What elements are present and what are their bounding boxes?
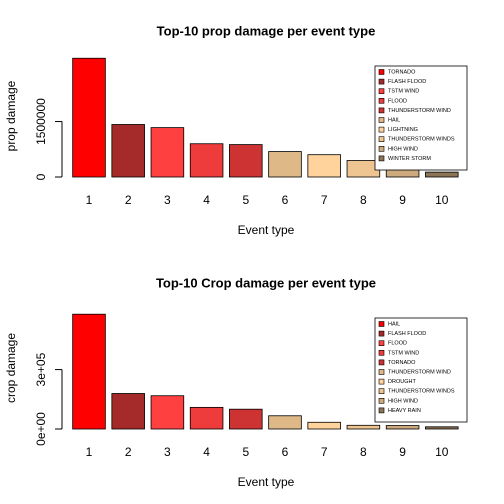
bar bbox=[189, 406, 224, 430]
y-tick-label: 0e+00 bbox=[34, 412, 48, 446]
bar bbox=[150, 395, 185, 430]
legend-swatch bbox=[378, 107, 385, 114]
x-axis-label: Event type bbox=[238, 475, 295, 489]
bar bbox=[268, 415, 302, 430]
bar bbox=[72, 57, 106, 178]
bar bbox=[229, 144, 263, 178]
legend-swatch bbox=[378, 88, 385, 94]
legend-label: HAIL bbox=[388, 321, 400, 327]
legend-label: THUNDERSTORM WIND bbox=[388, 108, 451, 114]
legend-swatch bbox=[378, 69, 385, 75]
bar bbox=[111, 124, 145, 178]
x-tick-label: 4 bbox=[203, 445, 210, 459]
legend-label: TORNADO bbox=[388, 360, 416, 366]
legend-label: TSTM WIND bbox=[388, 350, 419, 356]
x-tick-label: 6 bbox=[282, 193, 289, 207]
legend-swatch bbox=[378, 340, 385, 347]
chart-title: Top-10 Crop damage per event type bbox=[156, 275, 376, 290]
x-tick-label: 2 bbox=[125, 445, 132, 459]
legend-label: THUNDERSTORM WINDS bbox=[388, 137, 455, 143]
x-tick-label: 1 bbox=[86, 445, 93, 459]
legend-swatch bbox=[378, 155, 385, 162]
legend-swatch bbox=[378, 397, 385, 404]
legend-swatch bbox=[378, 359, 385, 366]
bar bbox=[189, 143, 224, 178]
legend-label: HIGH WIND bbox=[388, 146, 418, 152]
legend-swatch bbox=[378, 378, 385, 385]
legend-swatch bbox=[378, 117, 385, 123]
x-tick-label: 3 bbox=[164, 193, 171, 207]
legend-label: HAIL bbox=[388, 117, 400, 123]
y-axis-label: crop damage bbox=[4, 333, 18, 403]
bar bbox=[268, 151, 302, 178]
legend-box bbox=[374, 317, 468, 423]
legend-swatch bbox=[378, 407, 385, 414]
legend-swatch bbox=[378, 136, 385, 142]
x-tick-label: 10 bbox=[435, 445, 449, 459]
legend-box bbox=[374, 65, 468, 171]
x-tick-label: 10 bbox=[435, 193, 449, 207]
legend-swatch bbox=[378, 78, 385, 85]
bar bbox=[425, 171, 459, 178]
legend-swatch bbox=[378, 388, 385, 395]
legend-label: LIGHTNING bbox=[388, 127, 418, 133]
legend-swatch bbox=[378, 146, 385, 152]
x-tick-label: 6 bbox=[282, 445, 289, 459]
x-tick-label: 9 bbox=[399, 445, 406, 459]
legend-label: THUNDERSTORM WIND bbox=[388, 369, 451, 375]
x-tick-label: 2 bbox=[125, 193, 132, 207]
x-tick-label: 3 bbox=[164, 445, 171, 459]
legend-label: FLASH FLOOD bbox=[388, 79, 426, 85]
x-tick-label: 1 bbox=[86, 193, 93, 207]
legend-label: FLOOD bbox=[388, 98, 407, 104]
bar bbox=[307, 421, 341, 430]
legend-label: TSTM WIND bbox=[388, 89, 419, 95]
bar bbox=[425, 426, 459, 430]
x-tick-label: 8 bbox=[360, 445, 367, 459]
x-tick-label: 4 bbox=[203, 193, 210, 207]
legend-swatch bbox=[378, 98, 385, 104]
legend-label: HEAVY RAIN bbox=[388, 408, 421, 414]
y-axis-label: prop damage bbox=[4, 80, 18, 151]
bar bbox=[72, 313, 106, 430]
x-axis-label: Event type bbox=[238, 223, 295, 237]
x-tick-label: 8 bbox=[360, 193, 367, 207]
bar bbox=[385, 425, 420, 430]
legend-label: DROUGHT bbox=[388, 379, 416, 385]
bar bbox=[307, 154, 341, 178]
chart-title: Top-10 prop damage per event type bbox=[157, 23, 376, 38]
bar bbox=[346, 424, 381, 430]
legend-swatch bbox=[378, 330, 385, 337]
x-tick-label: 7 bbox=[321, 193, 328, 207]
legend-swatch bbox=[378, 126, 385, 133]
x-tick-label: 5 bbox=[242, 445, 249, 459]
y-tick-label: 0 bbox=[34, 173, 48, 180]
bar bbox=[229, 408, 263, 430]
legend-swatch bbox=[378, 369, 385, 375]
legend-label: FLOOD bbox=[388, 341, 407, 347]
x-tick-label: 7 bbox=[321, 445, 328, 459]
y-tick-label: 3e+05 bbox=[34, 352, 48, 386]
bar bbox=[111, 393, 145, 430]
legend-label: THUNDERSTORM WINDS bbox=[388, 389, 455, 395]
legend-label: HIGH WIND bbox=[388, 398, 418, 404]
x-tick-label: 5 bbox=[242, 193, 249, 207]
legend-swatch bbox=[378, 349, 385, 356]
x-tick-label: 9 bbox=[399, 193, 406, 207]
bar bbox=[150, 127, 185, 178]
legend-label: FLASH FLOOD bbox=[388, 331, 426, 337]
y-tick-label: 1500000 bbox=[34, 98, 48, 145]
legend-label: WINTER STORM bbox=[388, 156, 431, 162]
legend-swatch bbox=[378, 321, 385, 327]
legend-label: TORNADO bbox=[388, 69, 416, 75]
